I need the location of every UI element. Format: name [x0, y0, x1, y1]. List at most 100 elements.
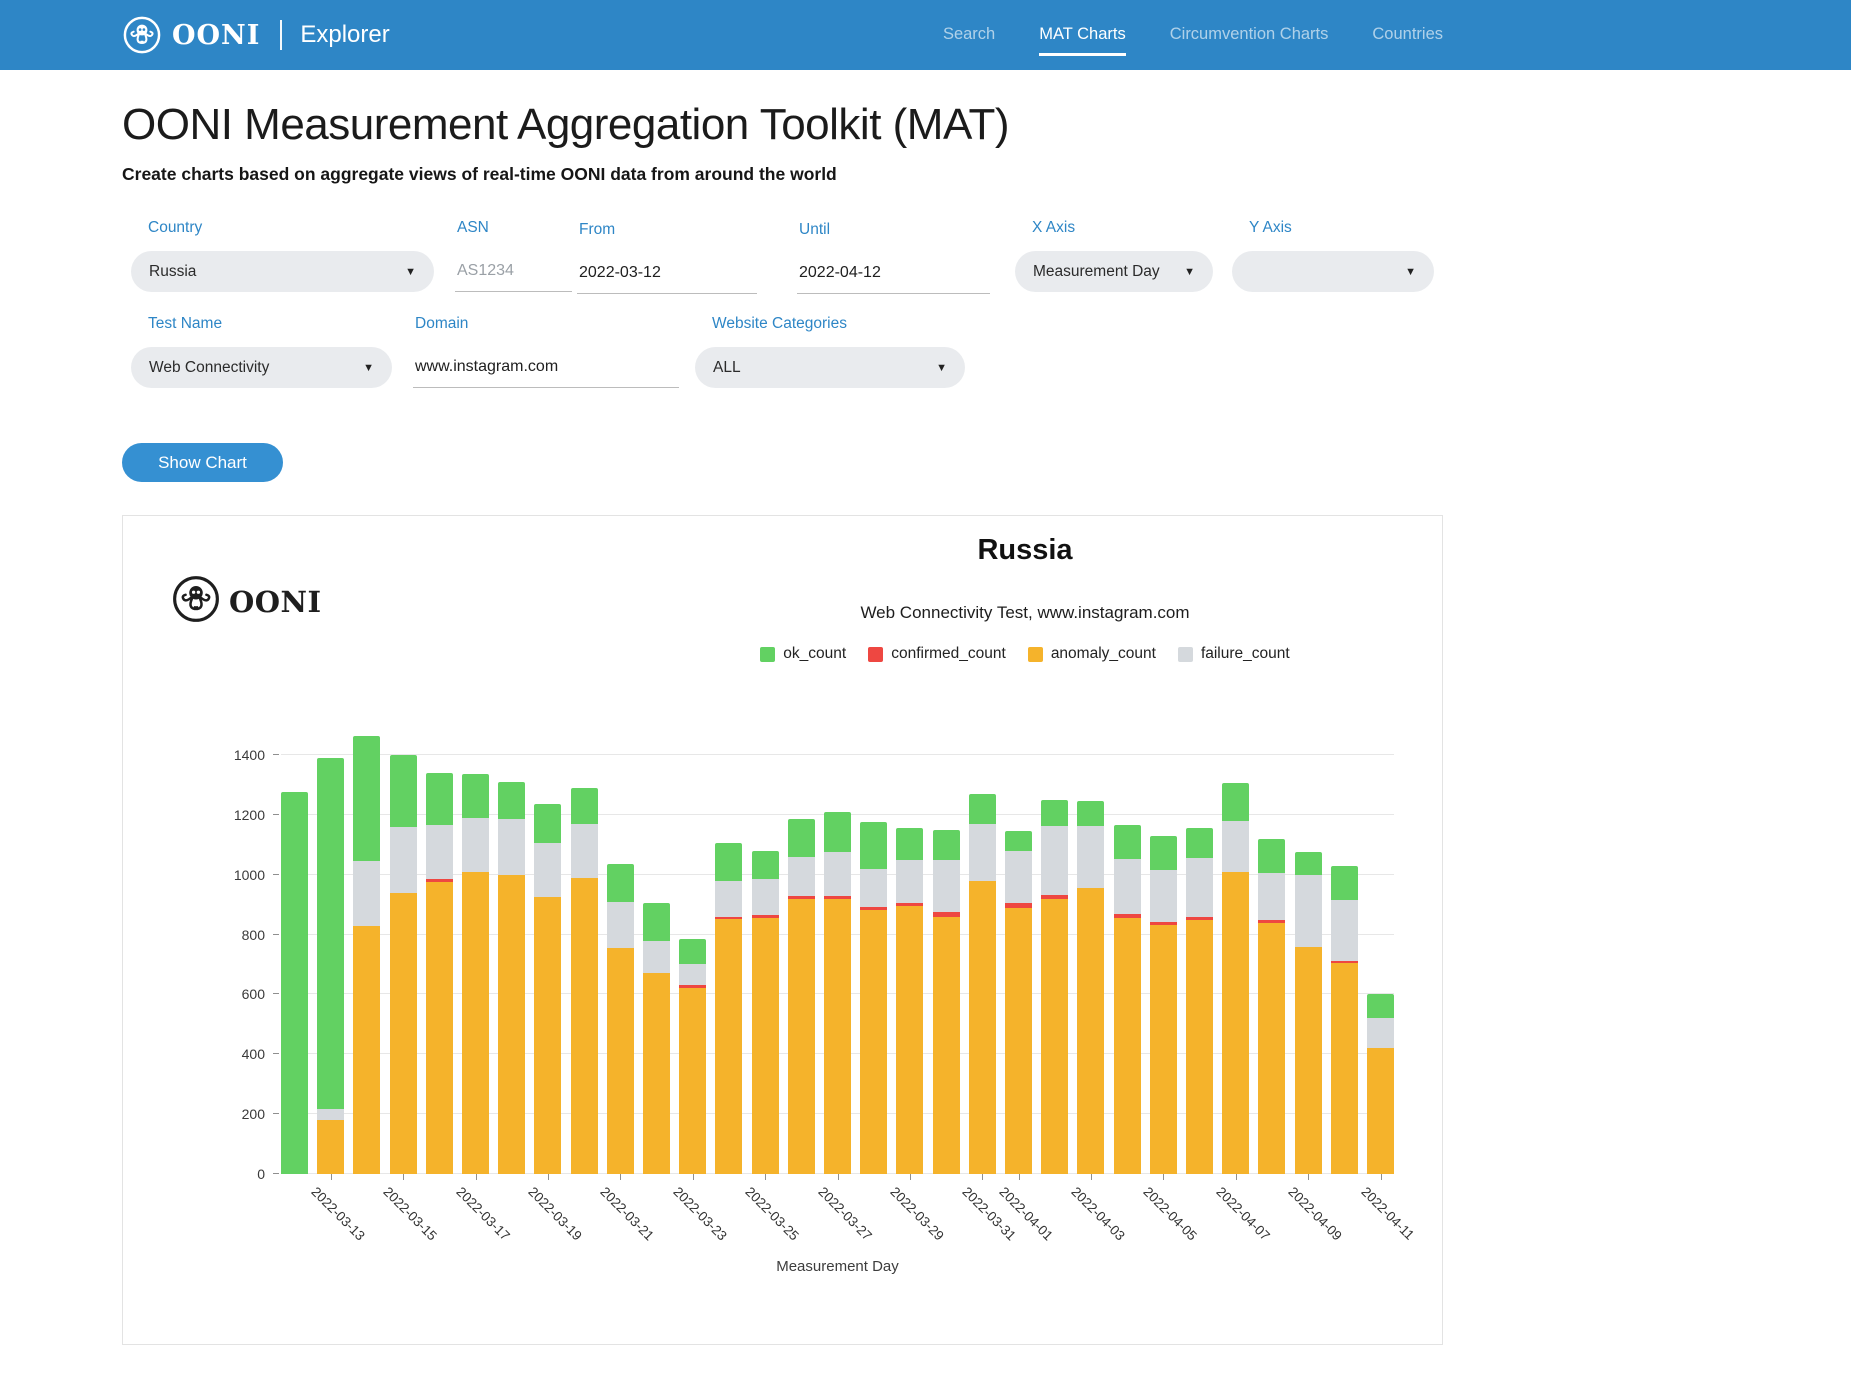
legend-label: failure_count [1200, 645, 1290, 662]
failure_count-segment [353, 861, 381, 926]
nav-item-mat-charts[interactable]: MAT Charts [1039, 17, 1126, 56]
confirmed_count-segment [860, 907, 888, 910]
x-tick [1163, 1174, 1165, 1180]
ooni-octopus-icon [122, 15, 162, 55]
anomaly_count-segment [787, 899, 815, 1174]
ok_count-segment [1222, 783, 1250, 821]
bar-2022-03-13[interactable] [317, 758, 345, 1174]
nav-item-countries[interactable]: Countries [1372, 24, 1443, 43]
chevron-down-icon: ▼ [1184, 265, 1195, 278]
x-tick [330, 1174, 332, 1180]
bar-2022-04-03[interactable] [1077, 801, 1105, 1174]
y-tick-label-200: 200 [241, 1106, 265, 1123]
x-tick-label-2022-04-05: 2022-04-05 [1140, 1184, 1201, 1244]
ok_count-segment [751, 850, 779, 880]
bar-2022-03-25[interactable] [751, 850, 779, 1174]
x-tick-label-2022-03-17: 2022-03-17 [452, 1184, 513, 1244]
ok_count-segment [787, 819, 815, 858]
ok_count-segment [824, 811, 851, 853]
failure_count-segment [860, 868, 888, 908]
legend-item-anomaly_count: anomaly_count [1027, 645, 1156, 663]
failure_count-segment [715, 880, 743, 917]
bar-2022-03-28[interactable] [860, 822, 888, 1174]
bar-2022-04-06[interactable] [1186, 828, 1213, 1174]
confirmed_count-segment [824, 896, 851, 899]
page-subtitle: Create charts based on aggregate views o… [122, 164, 837, 184]
bar-2022-03-20[interactable] [570, 787, 598, 1174]
confirmed_count-segment [932, 912, 960, 917]
legend-item-ok_count: ok_count [760, 645, 846, 663]
bar-2022-03-30[interactable] [932, 829, 960, 1174]
bar-2022-04-05[interactable] [1149, 835, 1177, 1174]
bar-2022-03-19[interactable] [534, 804, 562, 1174]
bar-2022-04-09[interactable] [1294, 852, 1322, 1174]
failure_count-segment [389, 826, 417, 893]
y-tick-label-1400: 1400 [233, 747, 265, 763]
anomaly_count-segment [570, 877, 598, 1174]
failure_count-segment [824, 852, 851, 897]
y-tick [273, 873, 279, 875]
y-tick-label-1200: 1200 [233, 806, 265, 823]
legend-swatch-failure_count [1177, 646, 1193, 662]
anomaly_count-segment [896, 906, 924, 1174]
failure_count-segment [1113, 859, 1141, 914]
website-categories-select[interactable]: ALL ▼ [695, 347, 965, 388]
bar-2022-03-18[interactable] [498, 781, 526, 1174]
bar-2022-03-24[interactable] [715, 843, 743, 1174]
bar-2022-03-14[interactable] [353, 735, 381, 1174]
bar-2022-03-27[interactable] [824, 811, 851, 1174]
confirmed_count-segment [1149, 922, 1177, 925]
ok_count-segment [570, 787, 598, 824]
bar-2022-03-21[interactable] [606, 864, 634, 1174]
ok_count-segment [1367, 994, 1394, 1019]
x-tick [1308, 1174, 1310, 1180]
y-axis-label: Y Axis [1249, 219, 1292, 236]
bar-2022-04-10[interactable] [1330, 865, 1358, 1174]
bar-2022-03-23[interactable] [679, 939, 707, 1174]
bar-2022-04-08[interactable] [1258, 838, 1286, 1174]
nav-item-search[interactable]: Search [942, 24, 996, 43]
bar-2022-03-26[interactable] [787, 819, 815, 1174]
anomaly_count-segment [1149, 924, 1177, 1174]
asn-input[interactable] [455, 251, 572, 292]
ok_count-segment [860, 822, 888, 869]
bar-2022-04-07[interactable] [1222, 783, 1250, 1174]
failure_count-segment [425, 825, 453, 880]
bar-2022-04-11[interactable] [1367, 994, 1394, 1174]
until-date-input[interactable] [797, 253, 990, 294]
failure_count-segment [643, 940, 670, 974]
from-date-input[interactable] [577, 253, 757, 294]
x-axis-select[interactable]: Measurement Day ▼ [1015, 251, 1213, 292]
confirmed_count-segment [1005, 903, 1032, 908]
failure_count-segment [787, 857, 815, 897]
bar-2022-03-22[interactable] [643, 903, 670, 1174]
confirmed_count-segment [1113, 913, 1141, 919]
bar-2022-04-01[interactable] [1005, 831, 1032, 1174]
nav-item-circumvention-charts[interactable]: Circumvention Charts [1169, 24, 1329, 43]
bar-2022-04-04[interactable] [1113, 825, 1141, 1174]
bar-2022-03-16[interactable] [425, 772, 453, 1174]
anomaly_count-segment [1294, 946, 1322, 1174]
anomaly_count-segment [715, 919, 743, 1174]
show-chart-button[interactable]: Show Chart [122, 443, 283, 482]
bar-2022-03-12[interactable] [281, 792, 308, 1174]
bar-2022-04-02[interactable] [1041, 799, 1069, 1174]
failure_count-segment [498, 819, 526, 875]
brand[interactable]: OONI Explorer [122, 15, 390, 55]
bar-2022-03-31[interactable] [968, 793, 996, 1174]
country-select[interactable]: Russia ▼ [131, 251, 434, 292]
domain-input[interactable] [413, 347, 679, 388]
failure_count-segment [570, 823, 598, 878]
y-axis-select[interactable]: ▼ [1232, 251, 1434, 292]
anomaly_count-segment [498, 874, 526, 1174]
bar-2022-03-29[interactable] [896, 828, 924, 1174]
test-name-select[interactable]: Web Connectivity ▼ [131, 347, 392, 388]
bar-2022-03-17[interactable] [462, 774, 489, 1174]
bar-2022-03-15[interactable] [389, 755, 417, 1174]
ok_count-segment [462, 774, 489, 818]
failure_count-segment [968, 823, 996, 882]
confirmed_count-segment [751, 915, 779, 919]
confirmed_count-segment [896, 903, 924, 907]
y-tick-label-1000: 1000 [233, 866, 265, 883]
anomaly_count-segment [679, 987, 707, 1174]
